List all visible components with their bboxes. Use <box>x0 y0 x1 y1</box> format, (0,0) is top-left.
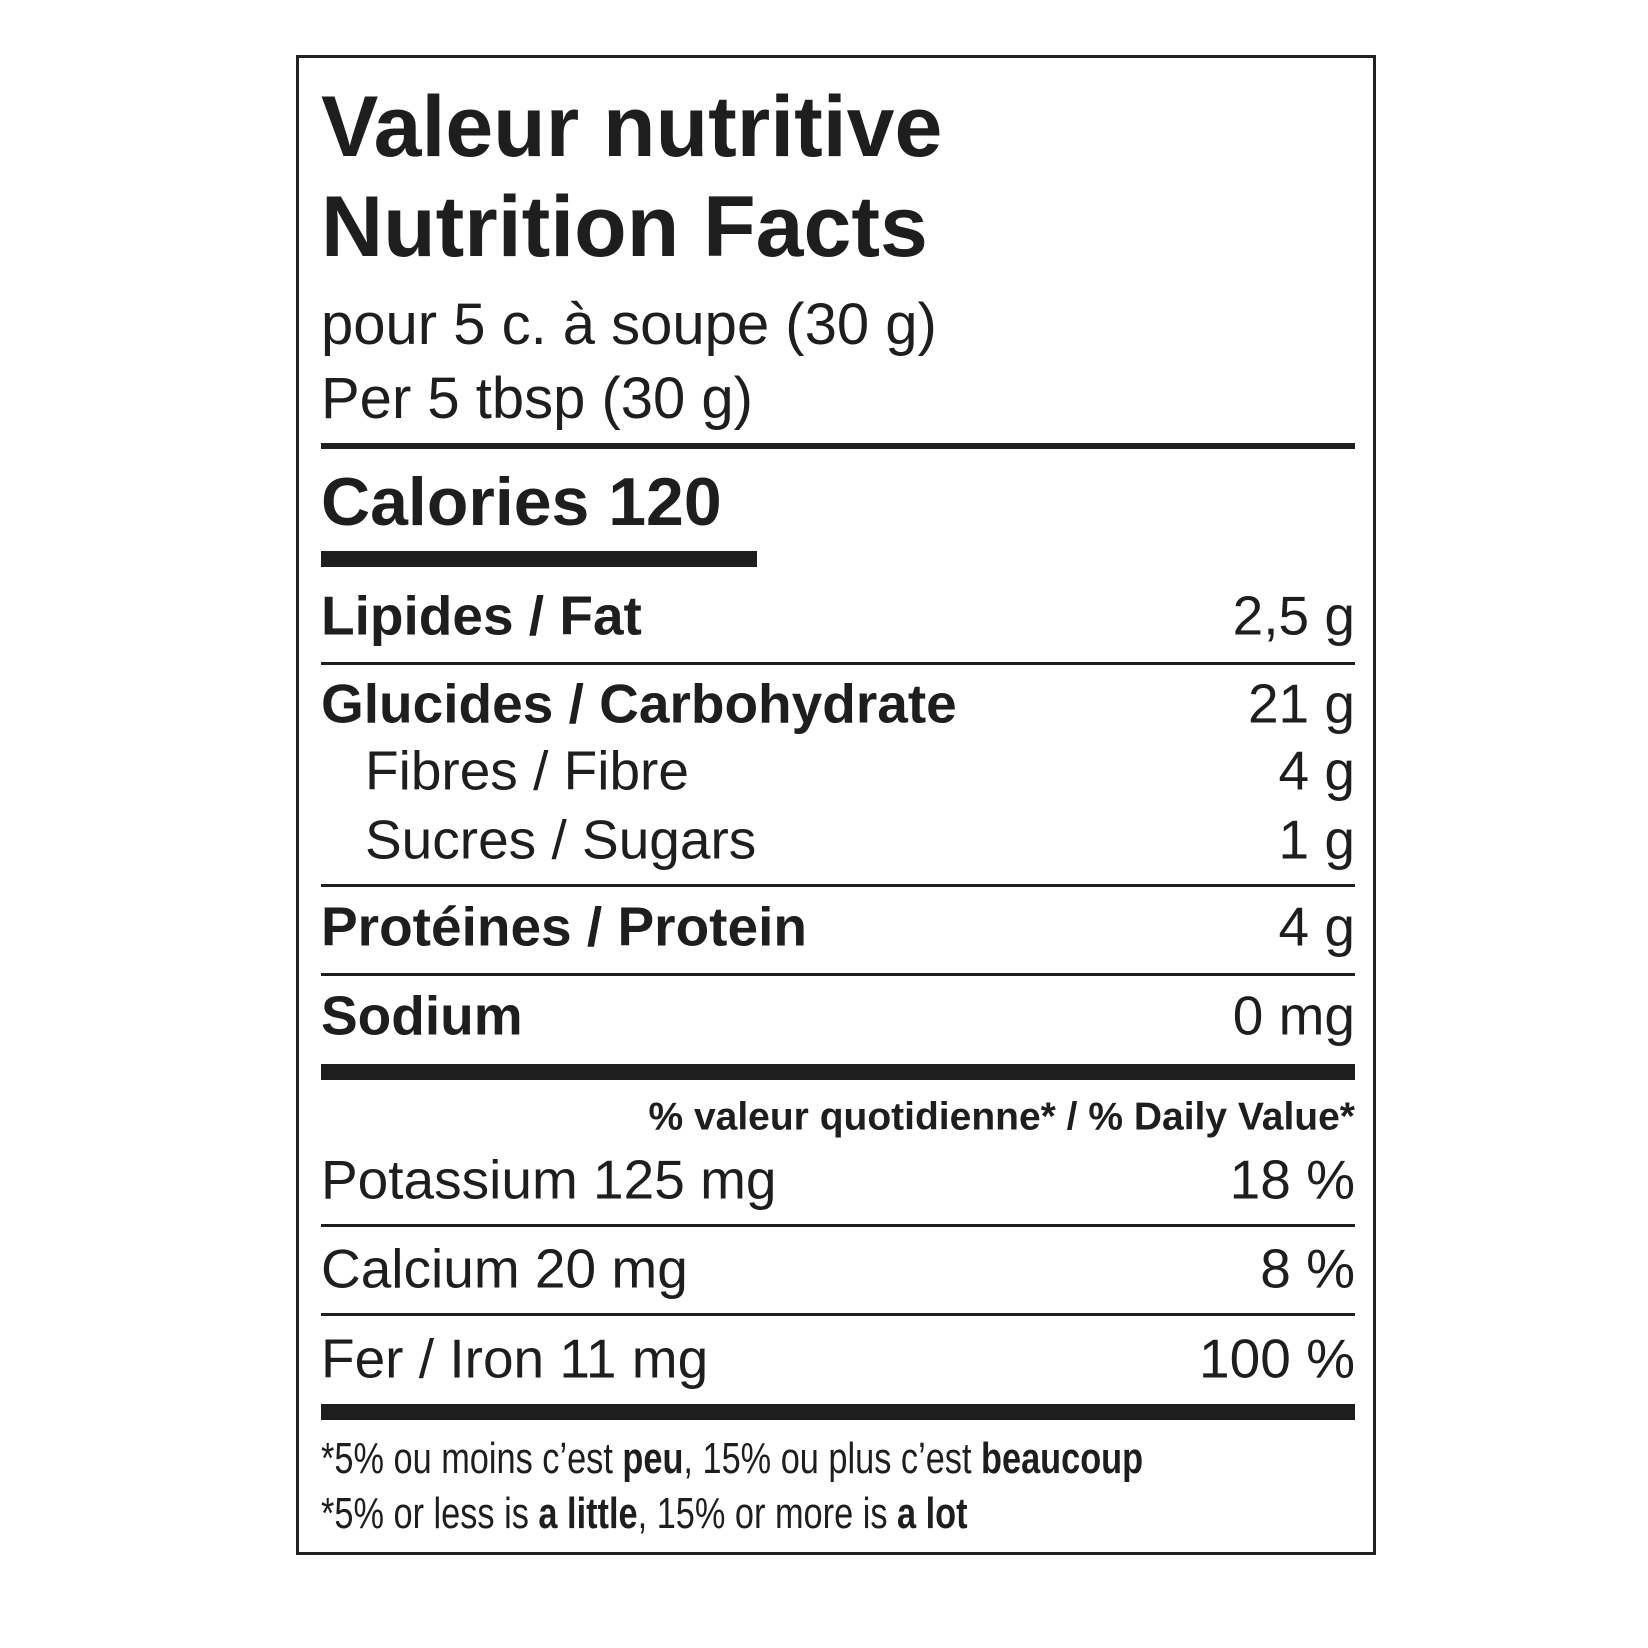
divider <box>321 884 1355 887</box>
divider <box>321 1224 1355 1227</box>
calories-bar <box>321 551 757 567</box>
footnote-text: , 15% or more is <box>637 1489 898 1538</box>
daily-value-header: % valeur quotidienne* / % Daily Value* <box>648 1095 1355 1139</box>
thick-divider <box>321 1064 1355 1080</box>
nutrient-value: 0 mg <box>1232 984 1355 1047</box>
serving-fr: pour 5 c. à soupe (30 g) <box>321 292 937 357</box>
nutrient-value: 2,5 g <box>1232 584 1355 647</box>
mineral-label: Potassium 125 mg <box>321 1148 777 1211</box>
calories: Calories 120 <box>321 464 722 540</box>
footnote-bold: a lot <box>897 1489 968 1538</box>
mineral-label: Calcium 20 mg <box>321 1237 688 1300</box>
divider <box>321 1313 1355 1316</box>
footnote-en: *5% or less is a little, 15% or more is … <box>321 1492 968 1536</box>
nutrient-label: Sucres / Sugars <box>365 808 757 871</box>
nutrient-label: Lipides / Fat <box>321 584 642 647</box>
footnote-text: *5% ou moins c’est <box>321 1434 623 1483</box>
footnote-text: , 15% ou plus c’est <box>683 1434 982 1483</box>
mineral-value: 18 % <box>1229 1148 1355 1211</box>
divider <box>321 443 1355 449</box>
title-en: Nutrition Facts <box>321 179 928 275</box>
nutrient-label: Glucides / Carbohydrate <box>321 672 957 735</box>
footnote-bold: peu <box>622 1434 684 1483</box>
nutrient-label: Protéines / Protein <box>321 895 807 958</box>
nutrient-value: 21 g <box>1247 672 1355 735</box>
title-fr: Valeur nutritive <box>321 79 943 175</box>
divider <box>321 662 1355 665</box>
nutrient-value: 4 g <box>1278 739 1355 802</box>
footnote-bold: beaucoup <box>981 1434 1144 1483</box>
nutrition-facts-panel <box>296 55 1376 1555</box>
mineral-value: 8 % <box>1260 1237 1355 1300</box>
nutrient-label: Fibres / Fibre <box>365 739 689 802</box>
thick-divider <box>321 1404 1355 1420</box>
divider <box>321 973 1355 976</box>
mineral-value: 100 % <box>1199 1327 1355 1390</box>
footnote-fr: *5% ou moins c’est peu, 15% ou plus c’es… <box>321 1437 1143 1481</box>
mineral-label: Fer / Iron 11 mg <box>321 1327 709 1390</box>
footnote-bold: a little <box>538 1489 638 1538</box>
serving-en: Per 5 tbsp (30 g) <box>321 366 753 431</box>
nutrient-value: 4 g <box>1278 895 1355 958</box>
footnote-text: *5% or less is <box>321 1489 539 1538</box>
nutrient-label: Sodium <box>321 984 523 1047</box>
nutrient-value: 1 g <box>1278 808 1355 871</box>
